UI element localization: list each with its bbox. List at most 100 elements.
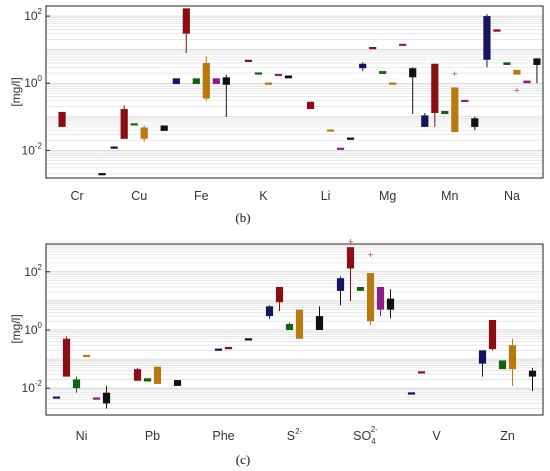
box [244, 338, 253, 341]
panel-label-b: (b) [235, 210, 250, 225]
box [160, 125, 168, 131]
box [386, 298, 395, 310]
box [431, 63, 439, 113]
box [533, 58, 541, 65]
x-tick-label: Na [504, 189, 520, 203]
box [336, 147, 345, 150]
x-tick-label: Cu [131, 189, 147, 203]
box [224, 347, 233, 350]
box [513, 69, 521, 75]
x-tick-label: Mn [441, 189, 458, 203]
x-tick-label: Mg [379, 189, 396, 203]
y-tick-label: 102 [24, 7, 42, 23]
box [264, 82, 273, 85]
box [58, 111, 66, 127]
box [202, 63, 210, 99]
panel-label-c: (c) [236, 452, 250, 467]
outlier-marker: + [348, 236, 353, 246]
box [478, 350, 487, 364]
outlier-marker: + [514, 86, 519, 96]
x-tick-label: SO42- [353, 425, 378, 446]
box [133, 369, 142, 381]
box [120, 109, 128, 139]
box [483, 16, 491, 60]
box [346, 137, 355, 140]
outlier-marker: + [368, 250, 373, 260]
box [369, 47, 377, 50]
y-tick-label: 10-2 [22, 141, 43, 157]
box [62, 338, 71, 377]
box [212, 78, 220, 84]
box [389, 82, 397, 85]
box [265, 306, 274, 317]
box [498, 360, 507, 370]
x-tick-label: Cr [70, 189, 83, 203]
box [274, 73, 283, 77]
plot-area [46, 244, 543, 415]
box [508, 345, 517, 370]
box [359, 63, 367, 69]
x-tick-label: K [259, 189, 268, 203]
x-tick-label: Fe [194, 189, 209, 203]
box [306, 101, 315, 110]
y-axis-label: [mg/l] [9, 77, 23, 106]
box [346, 247, 355, 269]
x-tick-label: Ni [76, 429, 88, 443]
y-tick-label: 10-2 [22, 379, 43, 395]
box [98, 173, 106, 176]
box [284, 75, 293, 79]
plot-area [46, 6, 543, 178]
box [140, 127, 148, 139]
box [192, 78, 200, 84]
box [366, 273, 375, 322]
box [441, 110, 449, 115]
box [528, 370, 537, 377]
box [523, 80, 531, 84]
box [421, 115, 429, 127]
box [222, 77, 230, 85]
box [326, 129, 335, 132]
box [82, 354, 91, 358]
box [451, 87, 459, 133]
box [285, 324, 294, 330]
box [102, 392, 111, 404]
box [399, 43, 407, 46]
box [336, 278, 345, 291]
box [153, 366, 162, 384]
box [488, 320, 497, 350]
box [143, 378, 152, 382]
box [461, 99, 469, 103]
box [471, 118, 479, 127]
y-tick-label: 102 [24, 263, 42, 279]
x-tick-label: S2- [287, 427, 303, 443]
box [503, 62, 511, 65]
axes-frame [45, 5, 544, 179]
panel-b-chart: + +10-2 100 102 [mg/l] Cr Cu Fe K Li Mg Mn Na [9, 5, 544, 203]
box [173, 380, 182, 386]
box [417, 371, 426, 374]
box [295, 309, 304, 339]
y-tick-label: 100 [24, 74, 42, 90]
x-tick-label: V [432, 429, 441, 443]
box [130, 123, 138, 126]
box [356, 286, 365, 291]
box [72, 379, 81, 389]
x-tick-label: Phe [212, 429, 234, 443]
box [376, 286, 385, 310]
box [244, 59, 253, 62]
box [182, 8, 190, 34]
box [409, 68, 417, 78]
box [92, 397, 101, 400]
y-axis-label: [mg/l] [9, 314, 23, 343]
box [110, 146, 118, 149]
box [493, 29, 501, 32]
panel-c-chart: + +10-2 100 102 [mg/l] Ni Pb Phe S2- SO42- V Zn [9, 236, 544, 446]
box [52, 396, 61, 399]
outlier-marker: + [452, 69, 457, 79]
x-tick-label: Pb [145, 429, 160, 443]
box [214, 348, 223, 351]
box [315, 316, 324, 330]
box [275, 286, 284, 303]
box [254, 72, 263, 75]
